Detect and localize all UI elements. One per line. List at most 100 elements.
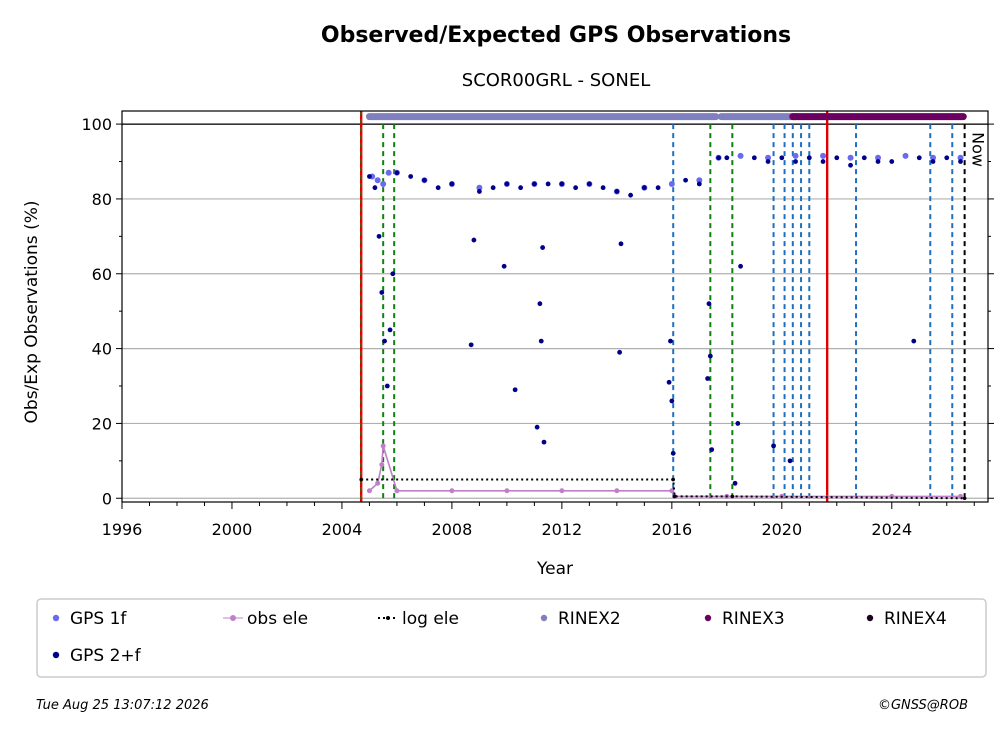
x-tick-label: 2012 — [542, 520, 583, 539]
legend-marker — [52, 614, 60, 622]
log-ele-point — [730, 494, 735, 499]
gps-2f-point — [468, 342, 474, 348]
gps-2f-point — [614, 189, 620, 194]
x-tick-label: 2000 — [212, 520, 253, 539]
gps-2f-point — [706, 301, 712, 307]
legend-box — [36, 598, 987, 678]
gps-2f-point — [540, 245, 546, 250]
gps-1f-point — [957, 154, 964, 161]
gps-2f-point — [534, 424, 540, 430]
gps-2f-point — [531, 181, 537, 187]
gps-2f-point — [600, 185, 606, 191]
gps-2f-point — [806, 155, 812, 161]
obs-ele-point — [614, 488, 620, 494]
footer-timestamp: Tue Aug 25 13:07:12 2026 — [36, 698, 209, 713]
gps-2f-point — [384, 383, 390, 389]
gps-2f-point — [538, 338, 544, 344]
gps-2f-point — [545, 181, 551, 187]
gps-1f-point — [380, 180, 387, 187]
gps-2f-point — [379, 290, 385, 295]
gps-2f-point — [408, 174, 414, 179]
gps-1f-point — [765, 154, 772, 161]
log-ele-point — [671, 477, 676, 482]
gps-2f-point — [422, 177, 427, 183]
gps-2f-point — [394, 170, 400, 176]
obs-ele-point — [449, 488, 455, 494]
x-tick-label: 2004 — [322, 520, 363, 539]
gps-1f-point — [820, 152, 827, 159]
gps-1f-point — [875, 154, 882, 161]
gps-2f-point — [573, 185, 579, 191]
gps-2f-point — [372, 185, 378, 191]
gps-1f-point — [696, 177, 703, 184]
gps-1f-point — [792, 152, 799, 159]
obs-ele-point — [559, 488, 565, 494]
gps-2f-point — [944, 155, 950, 161]
obs-ele-point — [366, 488, 372, 494]
obs-ele-point — [394, 488, 400, 494]
gps-2f-point — [793, 159, 798, 164]
gps-2f-point — [779, 155, 785, 161]
legend-label: GPS 1f — [70, 609, 127, 629]
gps-1f-point — [930, 154, 937, 161]
gps-2f-point — [518, 185, 524, 191]
obs-ele-line — [368, 445, 961, 498]
gps-2f-point — [666, 379, 672, 385]
y-tick-label: 40 — [92, 340, 112, 359]
gps-2f-point — [668, 338, 673, 344]
gps-2f-point — [655, 185, 661, 191]
legend-marker — [386, 616, 390, 620]
gps-2f-point — [958, 159, 963, 164]
gps-1f-point — [668, 180, 675, 187]
gps-2f-point — [696, 181, 702, 187]
gps-2f-point — [820, 159, 826, 164]
legend-marker — [704, 614, 712, 622]
obs-ele-point — [379, 462, 385, 468]
now-label: Now — [969, 132, 988, 167]
gps-2f-point — [559, 181, 565, 187]
y-axis-label: Obs/Exp Observations (%) — [22, 201, 42, 424]
gps-1f-point — [385, 169, 392, 176]
y-tick-label: 60 — [92, 265, 112, 284]
gps-2f-point — [670, 450, 676, 456]
gps-2f-point — [501, 263, 507, 269]
obs-ele-point — [375, 480, 381, 486]
gps-2f-point — [471, 237, 477, 243]
gps-2f-point — [376, 233, 382, 239]
gps-2f-point — [765, 159, 771, 164]
gps-2f-point — [724, 155, 730, 161]
gps-2f-point — [382, 338, 387, 344]
gps-2f-point — [490, 185, 496, 191]
gps-2f-point — [735, 421, 741, 426]
gps-2f-point — [771, 443, 776, 449]
gps-2f-point — [707, 353, 713, 359]
data-points — [359, 113, 967, 501]
gps-1f-point — [476, 184, 483, 191]
x-tick-label: 2020 — [761, 520, 802, 539]
gps-1f-point — [737, 152, 744, 159]
gps-2f-point — [628, 192, 634, 198]
x-axis-label: Year — [536, 559, 573, 579]
gps-2f-point — [709, 447, 715, 453]
gps-2f-point — [435, 185, 441, 191]
gps-2f-point — [751, 155, 757, 161]
y-axis-ticks: 0 20 40 60 80 100 — [81, 115, 994, 508]
gps-2f-point — [641, 185, 647, 191]
gps-2f-point — [705, 376, 710, 381]
gps-1f-point — [374, 177, 381, 184]
legend-label: obs ele — [247, 609, 308, 629]
gps-2f-point — [875, 159, 881, 164]
gps-2f-point — [387, 327, 393, 333]
gps-2f-point — [911, 338, 917, 344]
gps-2f-point — [787, 458, 793, 464]
legend-marker — [230, 615, 236, 621]
gps-2f-point — [367, 174, 372, 179]
now-marker: Now — [963, 124, 988, 502]
gps-2f-point — [537, 301, 543, 307]
chart-subtitle: SCOR00GRL - SONEL — [462, 70, 650, 91]
legend-label: RINEX2 — [558, 609, 621, 629]
grid — [122, 123, 988, 499]
gps-2f-point — [834, 155, 840, 161]
x-tick-label: 2024 — [871, 520, 912, 539]
gps-1f-point — [847, 154, 854, 161]
